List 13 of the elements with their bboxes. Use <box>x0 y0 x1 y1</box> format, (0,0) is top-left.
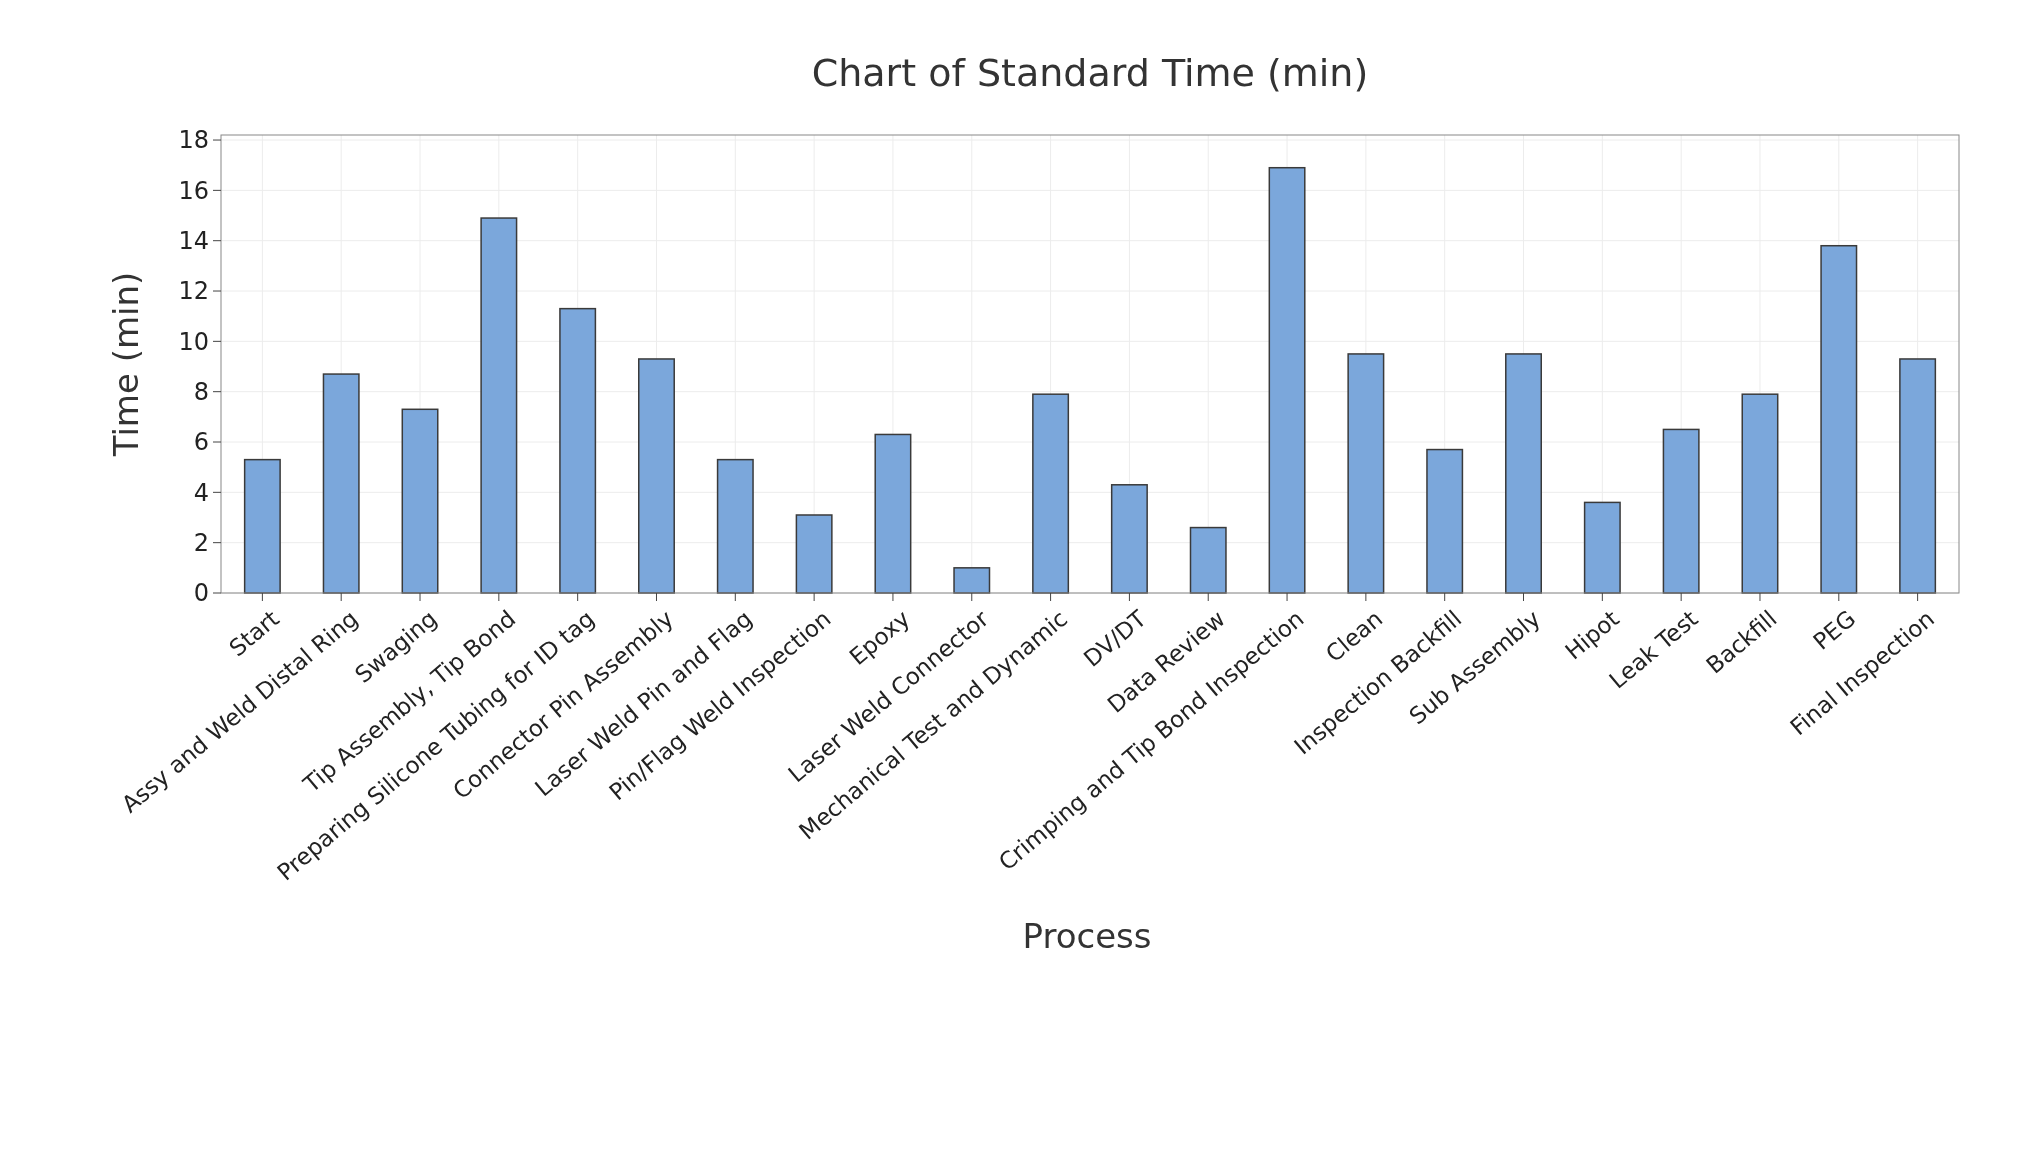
y-tick-label: 2 <box>193 529 209 558</box>
y-tick-label: 8 <box>193 378 209 407</box>
y-tick-label: 14 <box>178 227 209 256</box>
y-tick-label: 16 <box>178 176 209 205</box>
y-axis-title: Time (min) <box>106 271 146 458</box>
y-tick-label: 0 <box>193 579 209 608</box>
y-tick-label: 6 <box>193 428 209 457</box>
y-tick-label: 12 <box>178 277 209 306</box>
y-tick-label: 10 <box>178 327 209 356</box>
x-axis-title: Process <box>1022 916 1152 956</box>
y-tick-label: 4 <box>193 478 209 507</box>
chart-title: Chart of Standard Time (min) <box>811 51 1369 95</box>
y-tick-label: 18 <box>178 126 209 155</box>
